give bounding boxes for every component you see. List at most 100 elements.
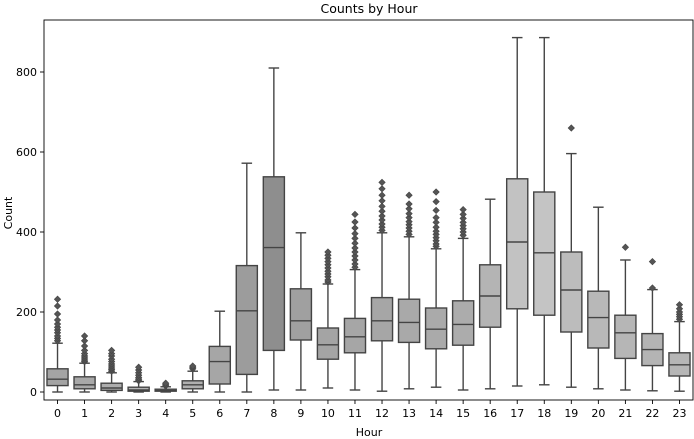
outlier-point — [459, 205, 467, 214]
x-tick-label: 5 — [189, 407, 196, 420]
outlier-point — [675, 301, 684, 309]
box-group-hour-11 — [343, 210, 367, 391]
outlier-point — [80, 332, 89, 340]
outlier-point — [405, 213, 413, 222]
y-axis-label: Count — [2, 196, 15, 229]
box-group-hour-4 — [154, 379, 177, 393]
outlier-point — [432, 206, 440, 215]
x-tick-label: 2 — [108, 407, 115, 420]
box-group-hour-23 — [668, 301, 691, 392]
outlier-point — [378, 207, 386, 215]
box-group-hour-8 — [262, 67, 286, 391]
outlier-point — [648, 257, 657, 266]
x-tick-label: 7 — [243, 407, 250, 420]
x-tick-label: 8 — [270, 407, 277, 420]
outlier-point — [405, 191, 413, 199]
outlier-point — [432, 213, 440, 222]
outlier-point — [53, 320, 62, 328]
outlier-point — [53, 316, 62, 324]
outlier-point — [351, 260, 359, 268]
x-tick-label: 18 — [537, 407, 551, 420]
box-group-hour-12 — [370, 178, 394, 392]
outlier-point — [378, 178, 386, 187]
outlier-point — [378, 197, 386, 205]
x-tick-label: 0 — [54, 407, 61, 420]
x-axis-label: Hour — [356, 426, 383, 439]
x-tick-label: 14 — [429, 407, 443, 420]
box-group-hour-9 — [289, 232, 313, 391]
box-iqr — [208, 345, 232, 385]
outlier-point — [405, 205, 413, 213]
box-iqr — [614, 314, 637, 360]
box-iqr — [505, 178, 529, 310]
outlier-point — [432, 197, 440, 206]
box-iqr — [424, 307, 448, 350]
box-iqr — [587, 290, 610, 349]
box-group-hour-19 — [560, 124, 583, 388]
x-tick-label: 19 — [564, 407, 578, 420]
outlier-point — [378, 191, 386, 199]
outlier-point — [378, 185, 386, 193]
box-iqr — [560, 251, 583, 333]
outlier-point — [351, 234, 359, 243]
x-tick-label: 17 — [510, 407, 524, 420]
outlier-point — [80, 337, 89, 345]
box-group-hour-18 — [533, 36, 556, 386]
box-group-hour-15 — [451, 205, 475, 391]
plot-frame — [43, 19, 694, 401]
box-iqr — [100, 382, 123, 392]
outlier-point — [405, 217, 413, 226]
outlier-point — [432, 223, 440, 231]
x-tick-label: 1 — [81, 407, 88, 420]
x-tick-label: 12 — [375, 407, 389, 420]
box-iqr — [235, 264, 259, 376]
outlier-point — [351, 248, 359, 256]
box-group-hour-14 — [424, 188, 448, 388]
box-iqr — [343, 317, 367, 354]
outlier-point — [189, 362, 197, 370]
outlier-point — [351, 224, 359, 232]
x-tick-label: 3 — [135, 407, 142, 420]
y-tick-label: 200 — [16, 306, 37, 319]
outlier-point — [432, 218, 440, 227]
outlier-point — [135, 363, 143, 371]
chart-title: Counts by Hour — [320, 1, 418, 16]
outlier-point — [459, 210, 467, 219]
box-iqr — [397, 298, 421, 344]
y-tick-label: 0 — [30, 386, 37, 399]
box-group-hour-3 — [127, 363, 150, 393]
outlier-point — [378, 216, 386, 224]
outlier-point — [351, 229, 359, 238]
x-tick-label: 23 — [672, 407, 686, 420]
x-tick-label: 6 — [216, 407, 223, 420]
box-iqr — [533, 191, 556, 316]
outlier-point — [351, 252, 359, 260]
outlier-point — [459, 214, 467, 223]
outlier-point — [80, 346, 89, 355]
x-tick-label: 20 — [591, 407, 605, 420]
outlier-point — [80, 342, 89, 350]
outlier-point — [107, 346, 116, 355]
outlier-point — [351, 239, 359, 247]
outlier-point — [567, 124, 575, 132]
y-tick-label: 400 — [16, 226, 37, 239]
box-iqr — [370, 296, 394, 342]
x-tick-label: 13 — [402, 407, 416, 420]
x-tick-label: 11 — [348, 407, 362, 420]
outlier-point — [351, 210, 359, 219]
box-group-hour-22 — [641, 257, 664, 392]
outlier-point — [53, 302, 62, 310]
x-tick-label: 4 — [162, 407, 169, 420]
outlier-point — [351, 218, 359, 226]
box-group-hour-21 — [614, 243, 637, 391]
box-group-hour-20 — [587, 206, 610, 390]
y-tick-label: 800 — [16, 66, 37, 79]
outlier-point — [53, 310, 62, 318]
box-group-hour-5 — [181, 362, 204, 393]
outlier-point — [459, 218, 467, 227]
outlier-point — [675, 305, 684, 313]
x-tick-label: 21 — [618, 407, 632, 420]
outlier-point — [162, 379, 170, 387]
